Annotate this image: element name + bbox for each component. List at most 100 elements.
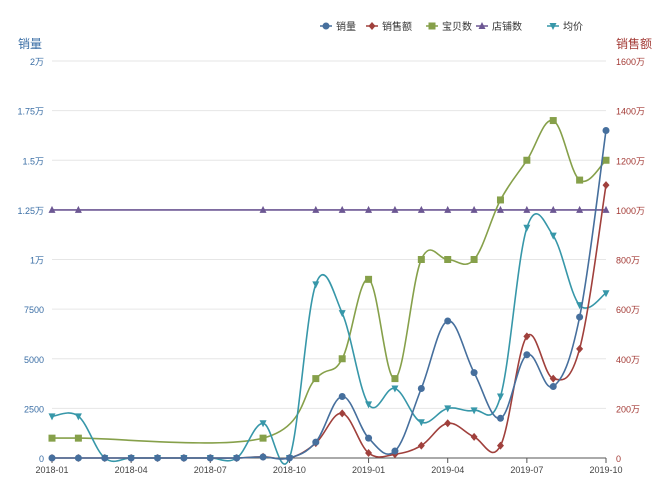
- data-point-4-12: [365, 401, 373, 409]
- data-point-4-19: [549, 232, 557, 240]
- data-point-4-8: [259, 420, 267, 428]
- x-tick-label-3: 2018-10: [273, 465, 306, 475]
- legend-item-0[interactable]: 销量: [320, 20, 356, 33]
- data-point-0-11: [338, 392, 346, 400]
- legend-marker-2: [428, 22, 436, 30]
- data-point-0-17: [496, 414, 504, 422]
- data-point-3-15: [444, 205, 452, 213]
- data-point-0-20: [576, 313, 584, 321]
- y-right-tick-label-0: 0: [616, 454, 621, 464]
- data-point-2-0: [48, 434, 56, 442]
- y-right-axis-title: 销售额: [616, 36, 652, 51]
- data-point-2-14: [417, 256, 425, 263]
- y-right-tick-label-8: 1600万: [616, 57, 645, 67]
- y-right-tick-label-5: 1000万: [616, 206, 645, 216]
- data-point-4-15: [444, 405, 452, 413]
- data-point-1-20: [576, 344, 584, 353]
- y-right-tick-label-7: 1400万: [616, 107, 645, 117]
- data-point-0-16: [470, 369, 478, 377]
- data-point-4-16: [470, 407, 478, 415]
- data-point-1-16: [470, 432, 478, 441]
- data-point-2-16: [470, 256, 478, 263]
- legend-item-2[interactable]: 宝贝数: [426, 20, 472, 33]
- data-point-4-10: [312, 281, 320, 289]
- data-point-1-17: [496, 441, 504, 450]
- data-point-1-19: [549, 374, 557, 383]
- y-right-tick-label-1: 200万: [616, 404, 640, 414]
- legend-marker-3: [478, 22, 486, 29]
- y-left-axis-title: 销量: [18, 37, 42, 51]
- data-point-4-18: [523, 224, 531, 232]
- data-point-3-1: [74, 205, 82, 213]
- data-point-3-14: [417, 205, 425, 213]
- data-point-4-21: [602, 290, 610, 298]
- data-point-0-1: [74, 454, 82, 462]
- data-point-2-13: [391, 375, 399, 383]
- legend-marker-4: [549, 23, 557, 30]
- y-right-tick-label-3: 600万: [616, 305, 640, 315]
- data-point-1-18: [523, 332, 531, 341]
- series-line-4: [51, 213, 607, 465]
- x-tick-label-4: 2019-01: [352, 465, 385, 475]
- x-tick-label-5: 2019-04: [431, 465, 464, 475]
- series-0: [48, 126, 610, 462]
- data-point-0-12: [365, 434, 373, 442]
- y-right-tick-label-4: 800万: [616, 256, 640, 266]
- y-left-tick-label-6: 1.5万: [22, 156, 44, 166]
- data-point-3-16: [470, 205, 478, 213]
- series-line-1: [51, 184, 607, 460]
- data-point-4-17: [496, 393, 504, 401]
- legend-label-4: 均价: [563, 21, 583, 33]
- data-point-3-13: [391, 205, 399, 213]
- y-right-tick-label-6: 1200万: [616, 156, 645, 166]
- data-point-0-19: [549, 383, 557, 391]
- data-point-0-6: [206, 454, 214, 462]
- grid-lines: [52, 60, 606, 409]
- data-point-3-17: [496, 205, 504, 213]
- data-point-2-10: [312, 375, 320, 383]
- data-point-0-7: [233, 454, 241, 462]
- data-point-0-18: [523, 351, 531, 359]
- series-2: [48, 117, 610, 444]
- series-3: [48, 205, 610, 213]
- data-point-0-3: [127, 454, 135, 462]
- data-point-2-1: [74, 434, 82, 442]
- data-point-2-17: [496, 196, 504, 204]
- data-point-2-18: [523, 156, 531, 164]
- data-point-0-9: [285, 454, 293, 462]
- data-point-1-14: [417, 441, 425, 450]
- data-point-0-14: [417, 385, 425, 393]
- legend[interactable]: 销量 销售额 宝贝数 店铺数 均价: [320, 20, 583, 33]
- data-point-0-13: [391, 447, 399, 455]
- y-left-tick-label-5: 1.25万: [17, 206, 44, 216]
- data-point-2-20: [576, 176, 584, 184]
- data-point-3-20: [576, 205, 584, 213]
- y-right-tick-label-2: 400万: [616, 355, 640, 365]
- legend-marker-0: [322, 22, 330, 30]
- y-left-tick-label-3: 7500: [24, 305, 44, 315]
- data-point-3-0: [48, 205, 56, 213]
- series-line-0: [51, 130, 607, 460]
- legend-label-3: 店铺数: [492, 20, 522, 33]
- legend-marker-1: [368, 22, 376, 30]
- legend-label-0: 销量: [336, 20, 356, 33]
- legend-item-4[interactable]: 均价: [547, 21, 583, 33]
- legend-label-1: 销售额: [382, 20, 412, 33]
- data-point-2-19: [549, 117, 557, 125]
- data-point-3-12: [365, 205, 373, 213]
- data-point-3-11: [338, 205, 346, 213]
- data-point-4-13: [391, 385, 399, 393]
- data-point-1-11: [338, 409, 346, 418]
- legend-item-1[interactable]: 销售额: [366, 20, 412, 33]
- y-left-tick-label-8: 2万: [30, 57, 44, 67]
- legend-label-2: 宝贝数: [442, 20, 472, 33]
- legend-item-3[interactable]: 店铺数: [476, 20, 522, 33]
- data-point-0-0: [48, 454, 56, 462]
- y-left-tick-label-7: 1.75万: [17, 107, 44, 117]
- data-point-0-2: [101, 454, 109, 462]
- data-point-3-10: [312, 205, 320, 213]
- data-point-2-12: [365, 275, 373, 283]
- data-point-4-14: [417, 419, 425, 427]
- data-point-0-15: [444, 317, 452, 325]
